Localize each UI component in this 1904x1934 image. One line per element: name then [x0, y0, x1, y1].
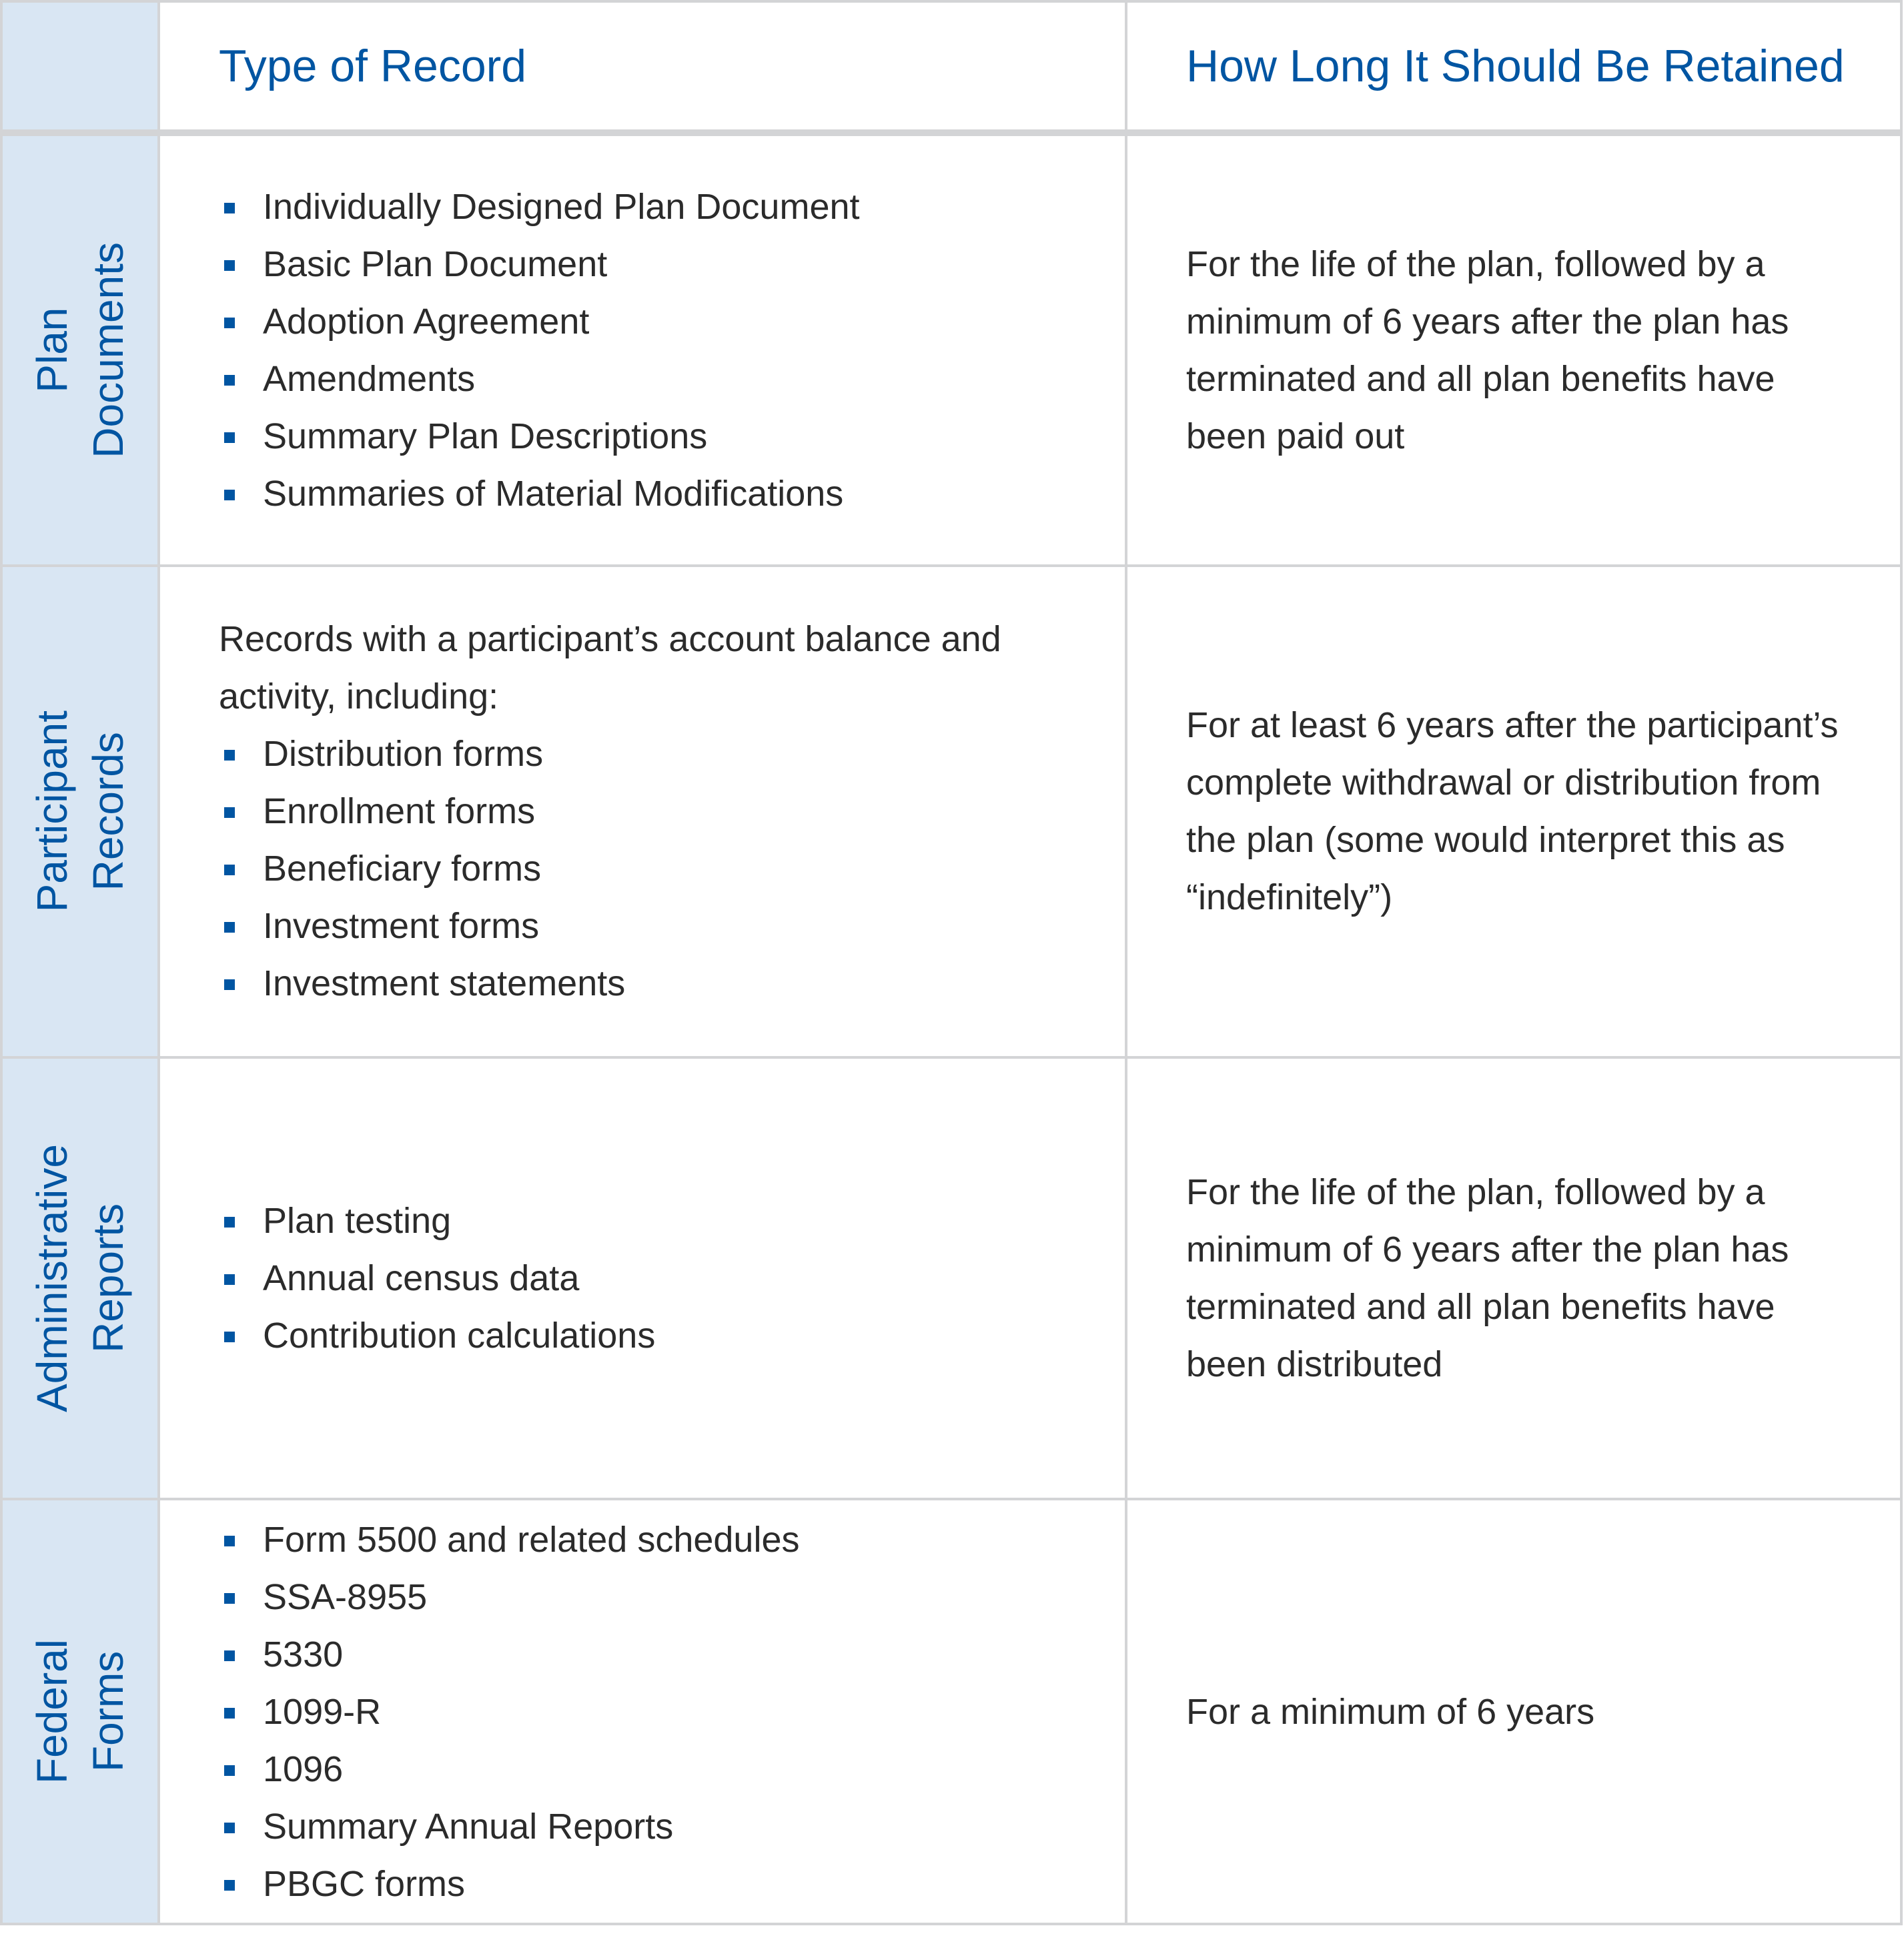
list-item: Adoption Agreement	[219, 293, 1125, 350]
header-type-of-record: Type of Record	[157, 0, 1127, 136]
list-item: Enrollment forms	[219, 783, 1125, 840]
row-category: Administrative Reports	[0, 1055, 160, 1501]
retention-period: For the life of the plan, followed by a …	[1125, 1055, 1903, 1501]
list-item: Form 5500 and related schedules	[219, 1511, 1125, 1568]
list-item: Contribution calculations	[219, 1307, 1125, 1364]
list-item: Plan testing	[219, 1192, 1125, 1250]
list-item: Summary Plan Descriptions	[219, 408, 1125, 465]
list-item: 5330	[219, 1626, 1125, 1683]
list-item: Summaries of Material Modifications	[219, 465, 1125, 522]
record-list: Individually Designed Plan Document Basic…	[219, 178, 1125, 522]
list-item: Annual census data	[219, 1250, 1125, 1307]
list-item: Beneficiary forms	[219, 840, 1125, 897]
list-item: 1096	[219, 1741, 1125, 1798]
record-intro: Records with a participant’s account bal…	[219, 619, 1001, 717]
header-row: Type of Record How Long It Should Be Ret…	[0, 0, 1903, 136]
row-category: Plan Documents	[0, 131, 160, 567]
category-label: Participant Records	[28, 710, 132, 913]
list-item: SSA-8955	[219, 1568, 1125, 1626]
list-item: Distribution forms	[219, 725, 1125, 783]
list-item: 1099-R	[219, 1683, 1125, 1741]
list-item: Basic Plan Document	[219, 235, 1125, 293]
retention-period: For at least 6 years after the participa…	[1125, 564, 1903, 1059]
record-list: Plan testing Annual census data Contributi…	[219, 1192, 1125, 1364]
header-corner	[0, 0, 160, 136]
record-types: Records with a participant’s account bal…	[157, 564, 1127, 1059]
list-item: Individually Designed Plan Document	[219, 178, 1125, 235]
list-item: Investment forms	[219, 897, 1125, 955]
row-category: Participant Records	[0, 564, 160, 1059]
category-label: Federal Forms	[28, 1639, 132, 1785]
list-item: Summary Annual Reports	[219, 1798, 1125, 1855]
table-row: Participant Records Records with a partic…	[0, 564, 1903, 1059]
list-item: PBGC forms	[219, 1855, 1125, 1913]
table-row: Administrative Reports Plan testing Annual…	[0, 1055, 1903, 1501]
table-row: Federal Forms Form 5500 and related sched…	[0, 1498, 1903, 1925]
record-types: Individually Designed Plan Document Basic…	[157, 131, 1127, 567]
record-list: Form 5500 and related schedules SSA-8955 5…	[219, 1511, 1125, 1913]
record-types: Plan testing Annual census data Contributi…	[157, 1055, 1127, 1501]
retention-period: For the life of the plan, followed by a …	[1125, 131, 1903, 567]
record-types: Form 5500 and related schedules SSA-8955 5…	[157, 1498, 1127, 1925]
record-list: Distribution forms Enrollment forms Benefi…	[219, 725, 1125, 1012]
retention-period: For a minimum of 6 years	[1125, 1498, 1903, 1925]
row-category: Federal Forms	[0, 1498, 160, 1925]
list-item: Amendments	[219, 350, 1125, 408]
list-item: Investment statements	[219, 955, 1125, 1012]
header-retention: How Long It Should Be Retained	[1125, 0, 1903, 136]
table-row: Plan Documents Individually Designed Plan…	[0, 131, 1903, 567]
category-label: Plan Documents	[28, 242, 132, 458]
category-label: Administrative Reports	[28, 1143, 132, 1412]
